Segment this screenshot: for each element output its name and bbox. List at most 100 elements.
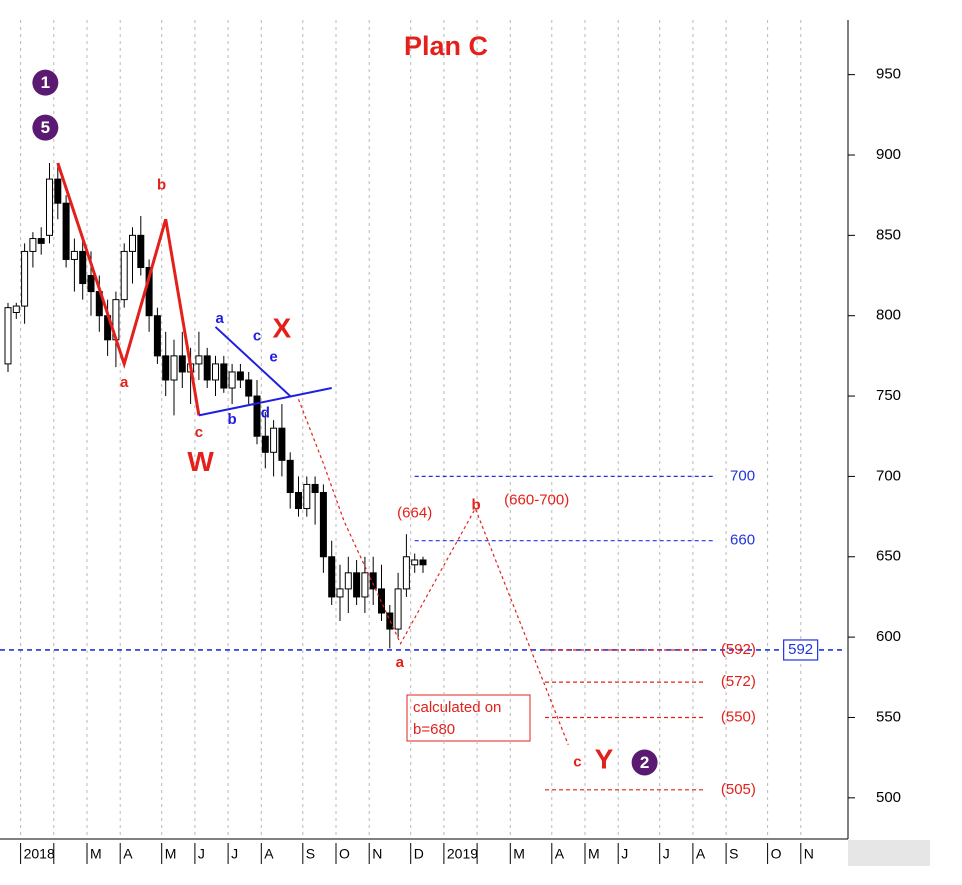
candle-body: [319, 491, 327, 558]
wave-label: c: [573, 753, 581, 770]
level-label: (592): [721, 641, 756, 658]
candle-body: [278, 427, 286, 461]
x-tick-label: N: [372, 846, 382, 862]
candle-body: [303, 483, 311, 510]
candle-body: [353, 572, 361, 598]
candle-body: [253, 395, 261, 437]
candle-body: [311, 483, 319, 493]
y-tick-label: 950: [876, 66, 901, 83]
candle-body: [344, 572, 352, 590]
wave-label: a: [396, 654, 405, 671]
candle-body: [170, 355, 178, 381]
candle-body: [369, 572, 377, 590]
wave-number: 2: [640, 753, 649, 772]
x-tick-label: J: [198, 846, 205, 862]
wave-number: 1: [41, 73, 50, 92]
x-tick-label: A: [555, 846, 565, 862]
wave-circle: [631, 749, 658, 776]
x-tick-label: M: [513, 846, 525, 862]
wave-label: d: [261, 405, 270, 422]
candle-body: [46, 178, 53, 236]
candle-body: [12, 305, 20, 313]
x-tick-label: M: [588, 846, 600, 862]
wave-number: 5: [41, 118, 50, 137]
candle-body: [178, 355, 186, 373]
y-tick-label: 850: [876, 226, 901, 243]
wave-label: e: [269, 348, 277, 365]
candle-body: [295, 491, 302, 510]
candle-body: [411, 559, 419, 566]
level-label: (505): [721, 781, 756, 798]
candle-body: [394, 588, 402, 630]
x-tick-label: S: [306, 846, 315, 862]
note-box: [406, 694, 531, 742]
candle-body: [336, 588, 344, 598]
candle-body: [419, 559, 427, 566]
wave-label: b: [228, 411, 237, 428]
x-tick-label: J: [621, 846, 628, 862]
candle-body: [54, 178, 62, 204]
candle-body: [129, 234, 136, 252]
y-tick-label: 500: [876, 789, 901, 806]
wave-label: c: [195, 424, 203, 441]
candle-body: [21, 250, 29, 307]
x-tick-label: S: [729, 846, 738, 862]
y-tick-label: 800: [876, 307, 901, 324]
x-tick-label: A: [264, 846, 274, 862]
corner-panel: [848, 840, 930, 866]
x-tick-label: 2018: [24, 846, 55, 862]
candle-body: [87, 275, 95, 293]
x-tick-label: A: [123, 846, 133, 862]
candle-body: [328, 556, 336, 598]
note-line: b=680: [413, 721, 455, 738]
candle-body: [228, 371, 236, 389]
candle-body: [37, 238, 45, 244]
wave-label: X: [273, 313, 292, 344]
candle-body: [402, 556, 410, 590]
y-tick-label: 550: [876, 708, 901, 725]
wave-line: [214, 326, 291, 397]
y-tick-label: 600: [876, 628, 901, 645]
wave-label: Y: [595, 743, 614, 774]
candle-body: [4, 307, 12, 365]
candle-body: [261, 435, 269, 453]
level-label: 660: [730, 532, 755, 549]
wave-circle: [32, 69, 59, 96]
wave-label: (660-700): [504, 491, 569, 508]
candle-body: [286, 459, 294, 493]
candle-body: [270, 427, 278, 453]
chart-title: Plan C: [404, 31, 488, 61]
x-tick-label: 2019: [447, 846, 478, 862]
x-tick-label: A: [696, 846, 706, 862]
candle-body: [212, 363, 219, 381]
level-label: (572): [721, 673, 756, 690]
level-label: (550): [721, 708, 756, 725]
wave-label: b: [157, 176, 166, 193]
level-label: 592: [788, 641, 813, 658]
wave-label: c: [253, 328, 261, 345]
candle-body: [62, 202, 70, 260]
candle-body: [29, 238, 37, 252]
candle-body: [236, 371, 244, 381]
x-tick-label: N: [804, 846, 814, 862]
candle-body: [162, 355, 170, 381]
candle-body: [203, 355, 211, 381]
wave-label: b: [472, 496, 481, 513]
x-tick-label: D: [414, 846, 424, 862]
level-label: 700: [730, 467, 755, 484]
candle-body: [195, 355, 203, 365]
note-line: calculated on: [413, 699, 501, 716]
x-tick-label: M: [165, 846, 177, 862]
candle-body: [120, 250, 128, 301]
y-tick-label: 650: [876, 548, 901, 565]
wave-line: [56, 162, 201, 416]
wave-label: a: [120, 374, 129, 391]
x-tick-label: O: [771, 846, 782, 862]
y-tick-label: 900: [876, 146, 901, 163]
candle-body: [220, 363, 228, 389]
candle-body: [386, 612, 394, 630]
candle-body: [361, 572, 369, 598]
candle-body: [70, 250, 78, 260]
x-tick-label: O: [339, 846, 350, 862]
